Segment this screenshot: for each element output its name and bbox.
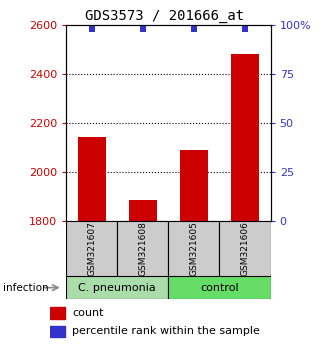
Bar [117,221,168,276]
Text: infection: infection [3,282,49,293]
Bar [231,54,259,221]
Bar [66,221,117,276]
Text: GSM321605: GSM321605 [189,221,198,276]
Point [242,26,248,32]
Bar [78,137,106,221]
Text: count: count [72,308,103,318]
Bar [168,221,219,276]
Text: GSM321607: GSM321607 [87,221,96,276]
Bar [50,307,65,319]
Bar [66,276,168,299]
Point [191,26,197,32]
Text: control: control [200,282,239,293]
Text: GDS3573 / 201666_at: GDS3573 / 201666_at [85,9,245,23]
Bar [219,221,271,276]
Text: GSM321606: GSM321606 [241,221,249,276]
Bar [180,150,208,221]
Point [140,26,146,32]
Point [89,26,94,32]
Text: percentile rank within the sample: percentile rank within the sample [72,326,260,336]
Text: GSM321608: GSM321608 [138,221,147,276]
Bar [129,200,157,221]
Bar [50,326,65,337]
Text: C. pneumonia: C. pneumonia [78,282,156,293]
Bar [168,276,271,299]
